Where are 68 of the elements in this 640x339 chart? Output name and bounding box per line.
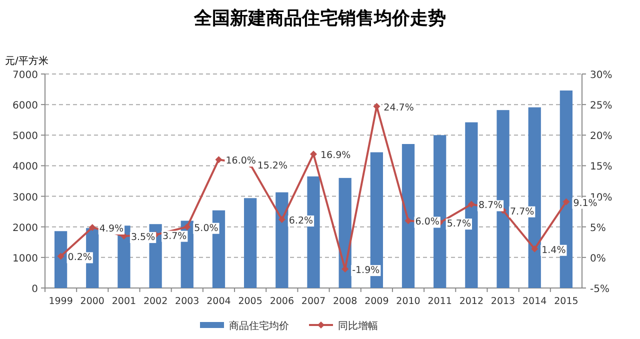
point <box>531 245 538 252</box>
data-label: 1.4% <box>542 244 566 256</box>
data-label: 6.2% <box>288 216 314 227</box>
x-tick-label: 1999 <box>48 296 73 307</box>
x-tick-label: 2011 <box>428 296 452 307</box>
y-tick-label: 3000 <box>12 192 38 204</box>
x-tick-label: 2007 <box>301 296 326 307</box>
x-tick-label: 2002 <box>143 296 168 307</box>
data-label: 0.2% <box>68 252 92 264</box>
x-tick-label: 2012 <box>459 296 484 307</box>
bar <box>402 144 415 288</box>
data-label: 3.5% <box>130 232 156 244</box>
data-label: 4.9% <box>99 223 124 234</box>
point <box>88 224 96 231</box>
point <box>184 223 191 230</box>
x-tick-label: 2009 <box>364 296 389 307</box>
y2-tick-label: 25% <box>590 100 612 112</box>
y2-tick-label: 30% <box>590 70 612 81</box>
point <box>278 216 286 224</box>
x-tick-label: 2014 <box>522 296 547 307</box>
bar <box>276 192 288 288</box>
point <box>373 102 380 110</box>
point <box>310 150 317 158</box>
y-tick-label: 7000 <box>12 70 38 81</box>
y-tick-label: 1000 <box>12 253 38 264</box>
x-tick-label: 2006 <box>270 296 294 307</box>
y2-tick-label: 0% <box>590 253 606 264</box>
data-label: 24.7% <box>384 102 414 114</box>
y-tick-label: 2000 <box>12 222 38 234</box>
data-label: 9.1% <box>573 198 598 209</box>
x-tick-label: 2015 <box>554 296 578 307</box>
legend-label: 商品住宅均价 <box>229 320 289 332</box>
data-label: 5.7% <box>446 218 471 230</box>
data-label: -1.9% <box>352 265 380 276</box>
x-tick-label: 2004 <box>206 296 231 307</box>
point <box>215 156 222 164</box>
legend-label: 同比增幅 <box>338 320 378 332</box>
y-tick-label: 0 <box>32 284 38 295</box>
data-label: 6.0% <box>415 216 440 228</box>
x-tick-label: 2005 <box>238 296 262 307</box>
x-tick-label: 2013 <box>490 296 516 307</box>
data-label: 16.9% <box>320 150 351 162</box>
y2-tick-label: 20% <box>590 131 612 142</box>
y-tick-label: 4000 <box>12 162 38 173</box>
point <box>404 217 412 224</box>
x-tick-label: 2000 <box>80 296 104 307</box>
bar <box>54 231 68 288</box>
y2-tick-label: 5% <box>590 222 606 234</box>
bar <box>338 178 352 288</box>
y-tick-label: 5000 <box>12 131 38 142</box>
point <box>57 252 64 260</box>
y2-tick-label: -5% <box>590 284 610 295</box>
x-tick-label: 2001 <box>112 296 136 307</box>
title: 全国新建商品住宅销售均价走势 <box>194 8 446 29</box>
x-tick-label: 2008 <box>332 296 358 307</box>
x-tick-label: 2003 <box>175 296 200 307</box>
data-label: 5.0% <box>194 222 218 234</box>
data-label: 15.2% <box>257 160 288 172</box>
bar <box>244 198 257 288</box>
y-axis-title: 元/平方米 <box>5 55 48 67</box>
x-tick-label: 2010 <box>396 296 420 307</box>
point <box>562 198 570 206</box>
y2-tick-label: 15% <box>590 162 612 173</box>
data-label: 7.7% <box>510 206 534 218</box>
data-label: 8.7% <box>478 200 503 212</box>
point <box>468 200 475 208</box>
y-tick-label: 6000 <box>12 100 38 112</box>
data-label: 3.7% <box>162 230 187 242</box>
